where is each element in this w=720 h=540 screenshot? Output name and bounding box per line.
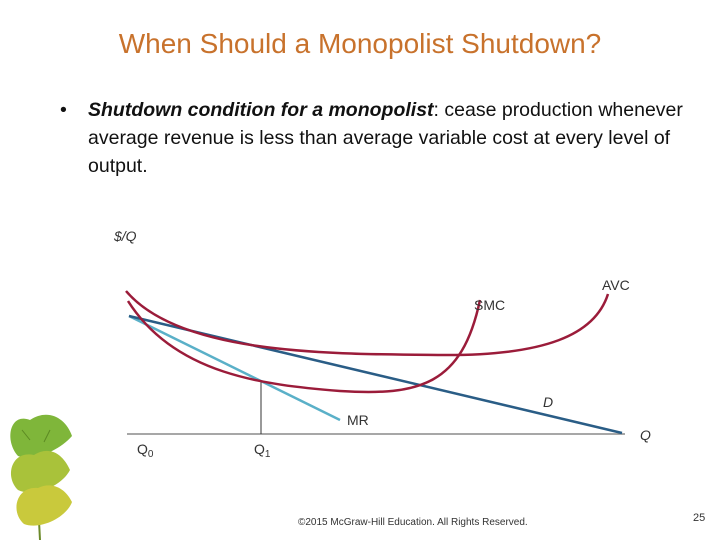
page-number: 25 [693, 512, 706, 524]
mr-curve [128, 314, 341, 422]
smc-curve [126, 299, 482, 394]
q0-label: Q0 [137, 441, 154, 460]
avc-curve [125, 290, 610, 357]
q1-subscript: 1 [265, 449, 271, 460]
x-axis-label: Q [640, 427, 651, 443]
bullet-dot: • [60, 99, 67, 121]
bullet-lead: Shutdown condition for a monopolist [88, 99, 434, 121]
q1-letter: Q [254, 441, 265, 457]
mr-label: MR [347, 412, 369, 428]
q1-label: Q1 [254, 441, 271, 460]
bullet-colon: : [433, 99, 445, 121]
y-axis-label: $/Q [113, 228, 137, 244]
q0-letter: Q [137, 441, 148, 457]
demand-label: D [543, 394, 553, 410]
copyright-footer: ©2015 McGraw-Hill Education. All Rights … [298, 517, 528, 528]
shutdown-bullet: • Shutdown condition for a monopolist: c… [60, 96, 700, 180]
q0-subscript: 0 [148, 449, 154, 460]
slide-title: When Should a Monopolist Shutdown? [118, 28, 602, 59]
bullet-text: Shutdown condition for a monopolist: cea… [88, 96, 700, 180]
demand-curve [128, 314, 623, 435]
ginkgo-leaves-icon [10, 414, 72, 540]
avc-label: AVC [602, 277, 630, 293]
bullet-rest: cease production whenever average revenu… [88, 99, 683, 177]
smc-label: SMC [474, 297, 505, 313]
